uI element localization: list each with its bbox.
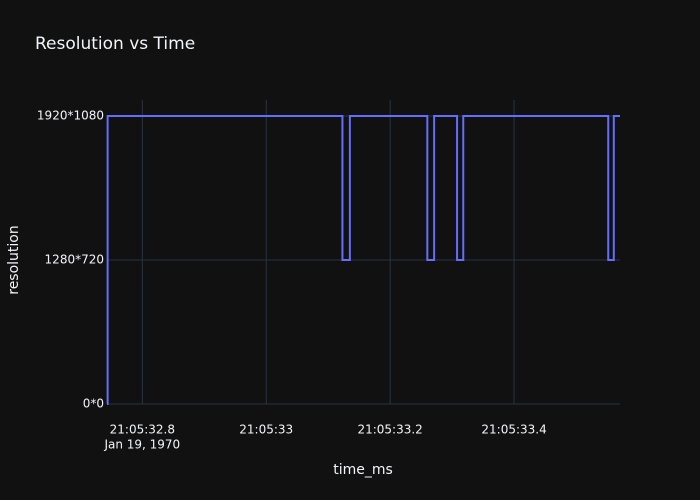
x-axis-title: time_ms bbox=[333, 462, 393, 478]
chart-title: Resolution vs Time bbox=[35, 34, 195, 54]
x-date-label: Jan 19, 1970 bbox=[103, 438, 180, 452]
x-tick-label: 21:05:33.2 bbox=[357, 423, 422, 437]
x-tick-label: 21:05:32.8 bbox=[110, 423, 175, 437]
y-tick-label: 0*0 bbox=[83, 397, 104, 411]
x-tick-label: 21:05:33.4 bbox=[481, 423, 546, 437]
y-tick-label: 1280*720 bbox=[45, 253, 104, 267]
y-axis-title: resolution bbox=[6, 225, 22, 295]
y-tick-label: 1920*1080 bbox=[37, 109, 104, 123]
x-tick-label: 21:05:33 bbox=[239, 423, 293, 437]
